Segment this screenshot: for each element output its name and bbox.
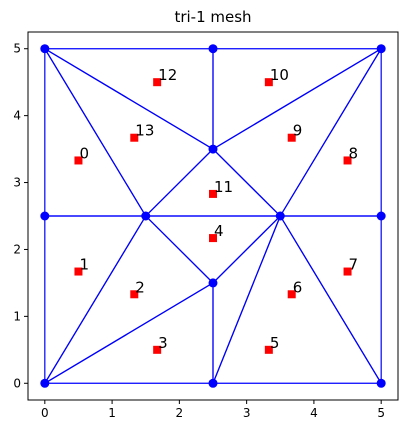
centroid-marker [264, 345, 273, 354]
x-tick-label: 2 [176, 406, 184, 420]
centroid-marker [130, 133, 139, 142]
centroid-label: 10 [270, 66, 289, 84]
centroid-label: 11 [214, 178, 233, 196]
mesh-node [376, 378, 386, 388]
y-tick-label: 2 [13, 242, 21, 256]
mesh-node [208, 144, 218, 154]
y-tick-label: 1 [13, 309, 21, 323]
mesh-node [376, 211, 386, 221]
centroid-marker [153, 345, 162, 354]
centroid-marker [287, 290, 296, 299]
centroid-marker [209, 234, 217, 243]
mesh-node [208, 44, 218, 54]
centroid-label: 7 [349, 256, 359, 274]
centroid-marker [130, 290, 139, 299]
mesh-node [275, 211, 285, 221]
x-tick-label: 0 [41, 406, 49, 420]
mesh-node [40, 378, 50, 388]
centroid-marker [209, 189, 217, 198]
centroid-label: 2 [135, 278, 145, 296]
chart-title: tri-1 mesh [174, 8, 251, 26]
mesh-node [141, 211, 151, 221]
y-tick-label: 0 [13, 376, 21, 390]
mesh-edge [279, 48, 382, 217]
x-tick-label: 1 [108, 406, 116, 420]
centroid-label: 4 [214, 222, 224, 240]
centroid-label: 12 [158, 66, 177, 84]
centroid-label: 6 [293, 278, 303, 296]
mesh-node [208, 278, 218, 288]
x-tick-label: 3 [243, 406, 251, 420]
mesh-node [208, 378, 218, 388]
mesh-edge [44, 48, 147, 217]
mesh-node [40, 211, 50, 221]
mesh-edge [44, 48, 214, 150]
centroid-marker [343, 156, 352, 165]
centroid-marker [343, 267, 352, 276]
y-tick-label: 5 [13, 42, 21, 56]
centroid-marker [153, 78, 162, 87]
centroid-label: 0 [79, 144, 89, 162]
mesh-edge [212, 215, 281, 384]
centroid-label: 8 [349, 144, 359, 162]
mesh-edge [145, 148, 214, 217]
x-tick-label: 4 [310, 406, 318, 420]
mesh-layer [40, 44, 386, 388]
mesh-edge [44, 215, 147, 384]
centroid-label: 3 [158, 334, 168, 352]
mesh-edge [212, 148, 281, 217]
centroid-marker [74, 267, 83, 276]
mesh-edge [279, 215, 382, 384]
mesh-edge [212, 215, 281, 284]
centroid-marker [264, 78, 273, 87]
centroid-label: 13 [135, 122, 154, 140]
mesh-node [40, 44, 50, 54]
mesh-edge [212, 48, 382, 150]
mesh-edge [44, 282, 214, 384]
mesh-node [376, 44, 386, 54]
centroid-marker [287, 133, 296, 142]
centroid-label: 9 [293, 122, 303, 140]
centroid-label: 1 [79, 256, 89, 274]
plot-frame [27, 31, 399, 401]
centroid-marker [74, 156, 83, 165]
mesh-edge [145, 215, 214, 284]
centroid-label: 5 [270, 334, 280, 352]
y-tick-label: 3 [13, 176, 21, 190]
y-tick-label: 4 [13, 109, 21, 123]
x-tick-label: 5 [377, 406, 385, 420]
